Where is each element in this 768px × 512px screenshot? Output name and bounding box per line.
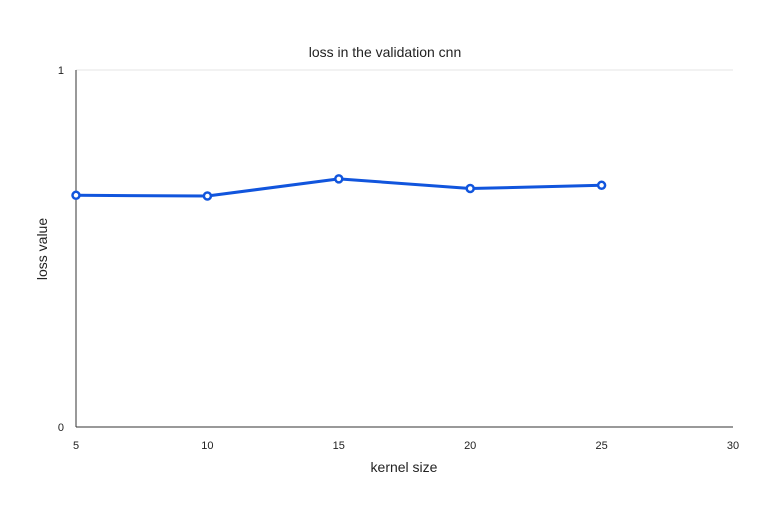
data-point	[465, 183, 475, 194]
y-tick-label: 0	[58, 422, 64, 434]
data-point	[334, 174, 344, 184]
x-tick-labels: 5 10 15 20 25 30	[73, 440, 739, 452]
data-point	[71, 190, 81, 201]
x-tick-label: 10	[201, 440, 213, 452]
x-tick-label: 25	[595, 440, 607, 452]
x-axis-title: kernel size	[371, 459, 438, 475]
x-tick-label: 15	[333, 440, 345, 452]
y-axis-title: loss value	[34, 218, 50, 280]
data-point	[202, 191, 213, 201]
x-tick-label: 30	[727, 440, 739, 452]
x-tick-label: 5	[73, 440, 79, 452]
y-tick-labels: 01	[58, 65, 64, 434]
data-series	[71, 174, 607, 201]
data-point	[596, 180, 607, 191]
x-tick-label: 20	[464, 440, 476, 452]
y-tick-label: 1	[58, 65, 64, 77]
chart-title: loss in the validation cnn	[309, 44, 462, 60]
